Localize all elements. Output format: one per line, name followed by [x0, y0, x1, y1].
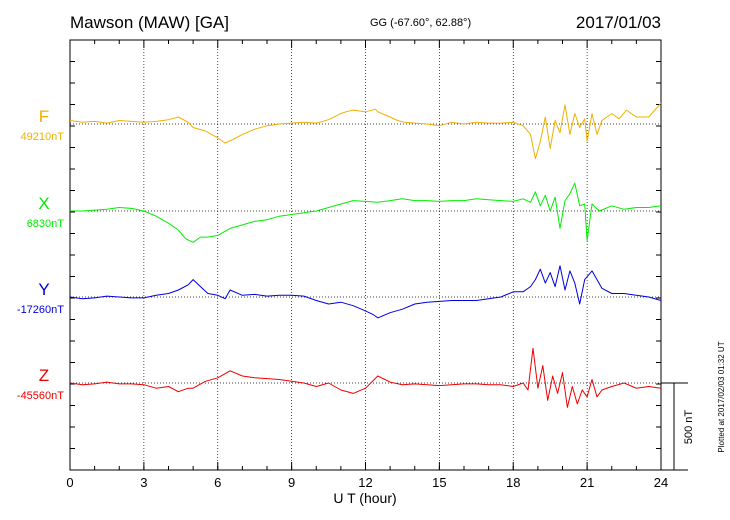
series-name-Y: Y	[38, 280, 49, 299]
series-line-X	[70, 182, 662, 243]
x-tick-label-24: 24	[654, 475, 668, 490]
x-tick-label-21: 21	[580, 475, 594, 490]
x-tick-label-6: 6	[214, 475, 221, 490]
series-line-Y	[69, 265, 662, 319]
x-tick-label-9: 9	[288, 475, 295, 490]
baseline-label-X: 6830nT	[27, 218, 65, 230]
scale-bar: 500 nT	[661, 382, 695, 471]
x-tick-label-0: 0	[66, 475, 73, 490]
station-title: Mawson (MAW) [GA]	[70, 13, 229, 32]
series-line-Z	[69, 347, 662, 408]
series-name-F: F	[39, 107, 49, 126]
baseline-label-F: 49210nT	[21, 131, 65, 143]
series-label-layer: F 49210nT X 6830nT Y -17260nT Z -45560nT	[17, 107, 64, 402]
baseline-label-Z: -45560nT	[17, 390, 64, 402]
scale-bar-label: 500 nT	[683, 410, 695, 445]
x-tick-label-12: 12	[358, 475, 372, 490]
x-tick-label-15: 15	[432, 475, 446, 490]
series-name-Z: Z	[39, 366, 49, 385]
plot-frame	[69, 39, 662, 471]
coords-label: GG (-67.60°, 62.88°)	[370, 17, 471, 29]
plotted-at-note: Plotted at 2017/02/03 01:32 UT	[717, 341, 726, 452]
x-tick-label-3: 3	[140, 475, 147, 490]
x-axis-label: U T (hour)	[333, 490, 396, 506]
series-line-F	[69, 102, 662, 160]
grid-layer	[70, 40, 661, 470]
series-layer	[69, 102, 662, 408]
date-label: 2017/01/03	[576, 13, 661, 32]
series-name-X: X	[38, 194, 49, 213]
tick-layer: 0 3 6 9 12 15 18 21 24	[66, 39, 668, 490]
baseline-label-Y: -17260nT	[17, 304, 64, 316]
x-tick-label-18: 18	[506, 475, 520, 490]
